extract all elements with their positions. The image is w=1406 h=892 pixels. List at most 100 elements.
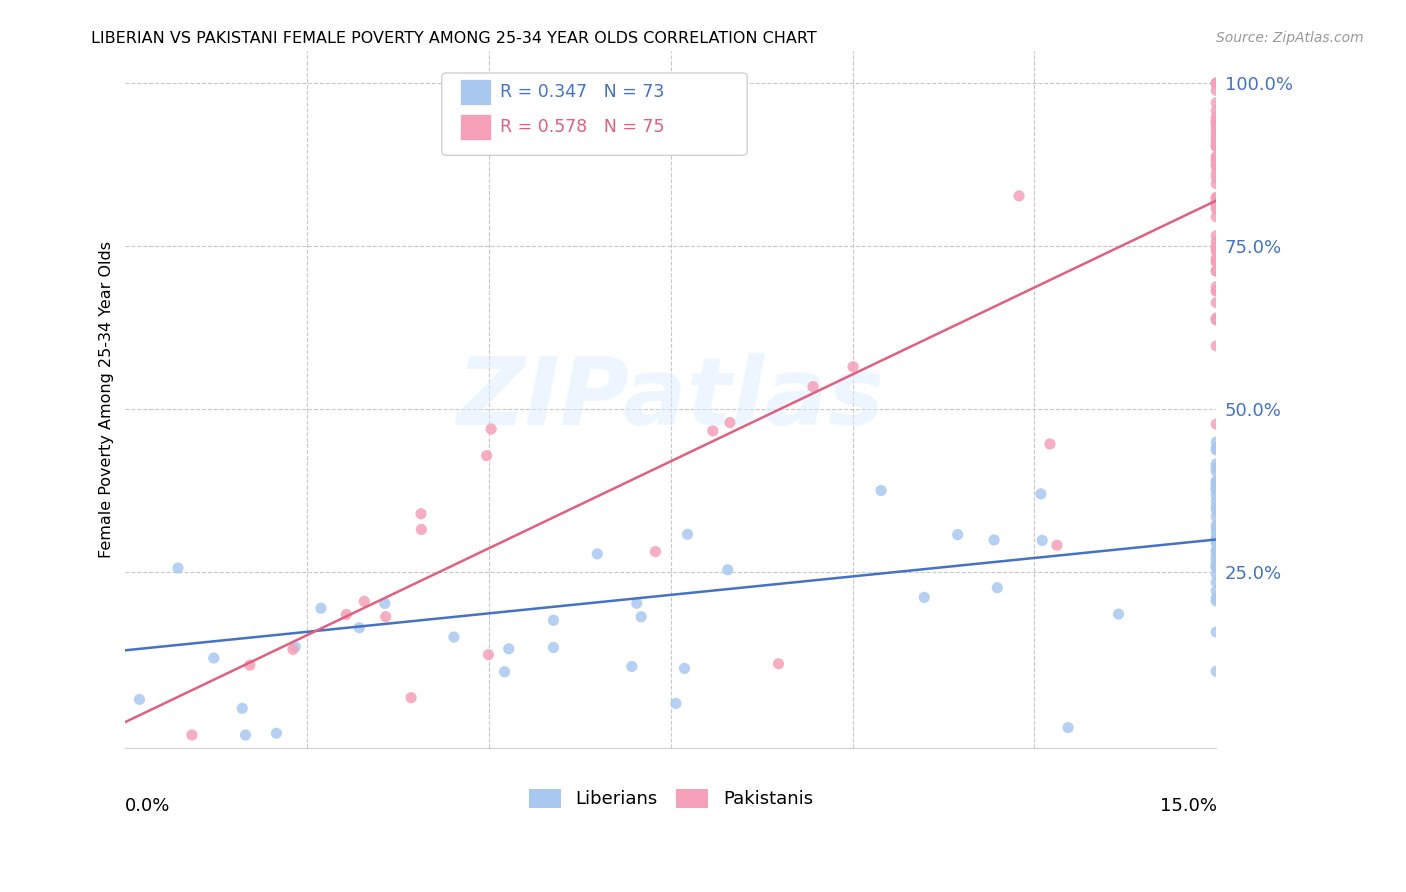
Point bbox=[1205, 536, 1227, 550]
Point bbox=[1205, 474, 1227, 488]
Point bbox=[494, 665, 516, 679]
FancyBboxPatch shape bbox=[441, 73, 747, 155]
Point bbox=[1205, 575, 1227, 590]
Point bbox=[1205, 557, 1227, 571]
Text: R = 0.578   N = 75: R = 0.578 N = 75 bbox=[499, 119, 664, 136]
Point bbox=[912, 591, 935, 605]
Point bbox=[1205, 494, 1227, 508]
Point bbox=[1205, 525, 1227, 540]
Point bbox=[1205, 83, 1227, 97]
Point bbox=[1205, 243, 1227, 257]
Point bbox=[718, 416, 741, 430]
Point bbox=[409, 507, 432, 521]
Point bbox=[586, 547, 609, 561]
Point bbox=[1205, 153, 1227, 167]
Point bbox=[167, 561, 190, 575]
Point bbox=[768, 657, 790, 671]
Point bbox=[1205, 417, 1227, 432]
Point bbox=[1205, 567, 1227, 582]
Point bbox=[1205, 465, 1227, 479]
Point bbox=[181, 728, 204, 742]
Point bbox=[1205, 457, 1227, 471]
Point bbox=[1205, 284, 1227, 298]
Point bbox=[335, 607, 357, 622]
Point bbox=[1205, 228, 1227, 243]
Point bbox=[1205, 117, 1227, 131]
Point bbox=[1205, 160, 1227, 174]
Point bbox=[630, 609, 652, 624]
Point bbox=[1205, 279, 1227, 293]
Point bbox=[1205, 544, 1227, 558]
Point bbox=[1205, 139, 1227, 153]
Point bbox=[1205, 244, 1227, 259]
Point bbox=[1205, 177, 1227, 191]
Point bbox=[1205, 131, 1227, 145]
Text: 15.0%: 15.0% bbox=[1160, 797, 1218, 815]
Point bbox=[1205, 151, 1227, 165]
Point bbox=[1205, 195, 1227, 210]
Point bbox=[1205, 531, 1227, 545]
Point bbox=[1046, 538, 1069, 552]
Point bbox=[1057, 721, 1080, 735]
Point bbox=[235, 728, 257, 742]
Point bbox=[1205, 150, 1227, 164]
Point bbox=[399, 690, 422, 705]
Point bbox=[620, 659, 643, 673]
Point bbox=[374, 609, 396, 624]
Point bbox=[626, 596, 648, 610]
Point bbox=[1008, 189, 1031, 203]
Point bbox=[1031, 533, 1053, 548]
Point bbox=[1205, 295, 1227, 310]
Point bbox=[281, 642, 304, 657]
Point bbox=[1205, 551, 1227, 566]
Point bbox=[1205, 560, 1227, 574]
Point bbox=[1205, 194, 1227, 209]
Point bbox=[231, 701, 253, 715]
Point bbox=[1205, 481, 1227, 495]
Point bbox=[1205, 558, 1227, 573]
Point bbox=[676, 527, 699, 541]
Point bbox=[1108, 607, 1130, 621]
Point bbox=[842, 359, 865, 374]
Text: LIBERIAN VS PAKISTANI FEMALE POVERTY AMONG 25-34 YEAR OLDS CORRELATION CHART: LIBERIAN VS PAKISTANI FEMALE POVERTY AMO… bbox=[91, 31, 817, 46]
Point bbox=[1205, 665, 1227, 679]
Point bbox=[1205, 591, 1227, 605]
Point bbox=[443, 630, 465, 644]
Legend: Liberians, Pakistanis: Liberians, Pakistanis bbox=[522, 782, 820, 815]
Point bbox=[673, 661, 696, 675]
Point bbox=[1205, 264, 1227, 278]
Point bbox=[202, 651, 225, 665]
Point bbox=[644, 544, 666, 558]
Point bbox=[1205, 533, 1227, 547]
Point bbox=[1205, 122, 1227, 136]
Point bbox=[128, 692, 150, 706]
Point bbox=[543, 613, 565, 627]
Point bbox=[1205, 559, 1227, 574]
Point bbox=[1205, 510, 1227, 524]
Point bbox=[1205, 137, 1227, 152]
Point bbox=[1205, 103, 1227, 118]
Point bbox=[1205, 549, 1227, 564]
Point bbox=[477, 648, 499, 662]
Point bbox=[1205, 310, 1227, 325]
Point bbox=[1205, 284, 1227, 298]
Point bbox=[1205, 521, 1227, 535]
Point bbox=[1205, 483, 1227, 497]
Point bbox=[284, 640, 307, 654]
Point bbox=[1205, 134, 1227, 148]
Point bbox=[1205, 113, 1227, 128]
Point bbox=[1205, 235, 1227, 249]
Point bbox=[1205, 76, 1227, 90]
Point bbox=[1205, 518, 1227, 533]
Point bbox=[1205, 114, 1227, 128]
Point bbox=[1205, 139, 1227, 153]
Text: ZIPatlas: ZIPatlas bbox=[457, 353, 884, 445]
Point bbox=[1205, 119, 1227, 133]
Point bbox=[1205, 435, 1227, 450]
Point bbox=[1205, 110, 1227, 124]
Point bbox=[1205, 503, 1227, 517]
Point bbox=[1205, 76, 1227, 90]
Point bbox=[1205, 202, 1227, 216]
Point bbox=[475, 449, 498, 463]
Point bbox=[1205, 76, 1227, 90]
